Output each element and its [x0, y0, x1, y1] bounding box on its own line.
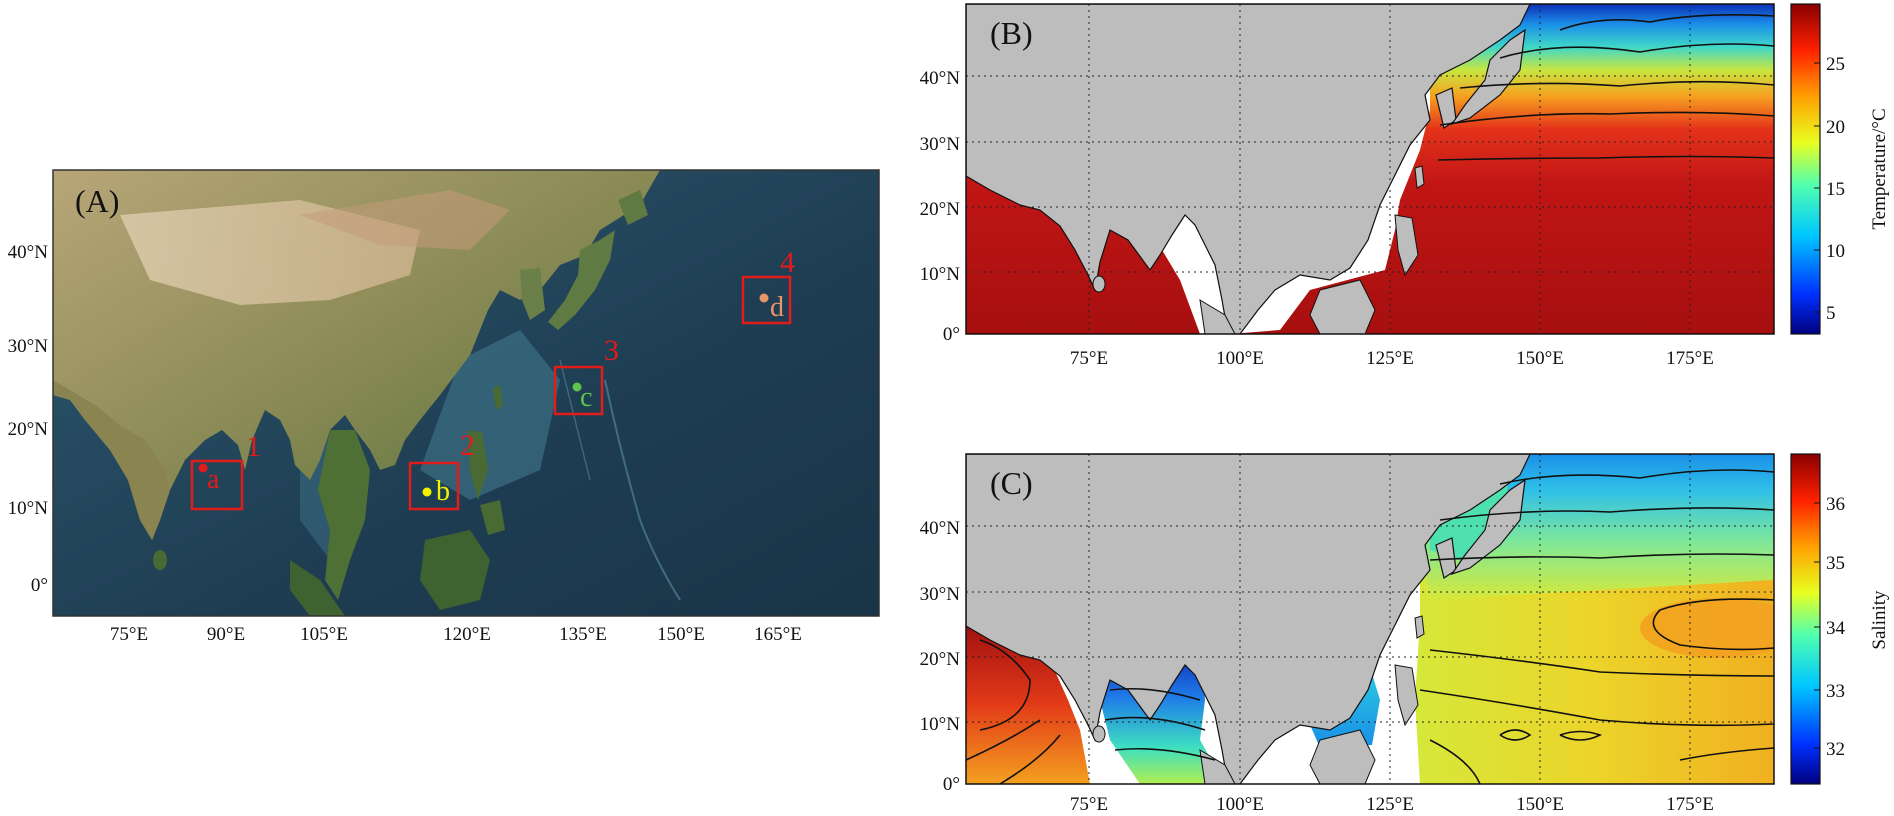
salinity-colorbar: 36 35 34 33 32 Salinity: [1790, 453, 1890, 785]
temp-cb-tick: 5: [1826, 303, 1836, 324]
panel-c-label: (C): [990, 465, 1033, 501]
temp-land-asia: [966, 4, 1531, 334]
panel-c-ytick: 40°N: [920, 518, 961, 539]
temp-contours: [1437, 14, 1774, 161]
salinity-cb-tick: 35: [1826, 553, 1845, 574]
box-number-1: 1: [246, 430, 261, 463]
panel-c-ytick: 10°N: [920, 714, 961, 735]
panel-c-xtick: 100°E: [1216, 794, 1264, 815]
panel-b-ytick: 10°N: [920, 264, 961, 285]
salinity-contours: [966, 469, 1774, 784]
panel-b-temperature-map: (B) 40°N 30°N 20°N 10°N 0° 75°E 100°E 12…: [920, 3, 1890, 369]
panel-b-xtick: 150°E: [1516, 348, 1564, 369]
temp-grid: [966, 4, 1774, 334]
salinity-cb-tick: 34: [1826, 618, 1846, 639]
panel-a-ytick: 20°N: [8, 419, 49, 440]
panel-b-frame: [965, 3, 1775, 335]
site-point-d: [759, 293, 769, 303]
salinity-cb-tick: 32: [1826, 739, 1845, 760]
panel-b-xtick: 100°E: [1216, 348, 1264, 369]
study-box-3: c 3: [553, 334, 619, 416]
panel-c-ytick: 0°: [943, 774, 960, 795]
panel-a-xtick: 135°E: [559, 624, 607, 645]
panel-a-label: (A): [75, 183, 119, 219]
panel-c-ytick: 20°N: [920, 649, 961, 670]
box-number-4: 4: [780, 246, 795, 279]
salinity-land-asia: [966, 454, 1531, 784]
site-letter-a: a: [207, 464, 220, 495]
site-point-c: [572, 382, 582, 392]
panel-a-xtick: 105°E: [300, 624, 348, 645]
panel-c-xtick: 150°E: [1516, 794, 1564, 815]
salinity-colorbar-label: Salinity: [1869, 590, 1890, 650]
panel-a-xtick: 75°E: [110, 624, 148, 645]
panel-c-xtick: 125°E: [1366, 794, 1414, 815]
temperature-colorbar: 25 20 15 10 5 Temperature/°C: [1790, 3, 1890, 335]
panel-b-ytick: 20°N: [920, 199, 961, 220]
box-number-3: 3: [604, 334, 619, 367]
site-letter-c: c: [580, 382, 592, 413]
panel-a-xtick: 150°E: [657, 624, 705, 645]
panel-a-xtick: 165°E: [754, 624, 802, 645]
panel-c-xtick: 75°E: [1070, 794, 1108, 815]
panel-a-ytick: 40°N: [8, 242, 49, 263]
panel-c-salinity-map: (C) 40°N 30°N 20°N 10°N 0° 75°E 100°E 12…: [920, 453, 1890, 815]
panel-a-xtick: 90°E: [207, 624, 245, 645]
temp-cb-tick: 10: [1826, 241, 1845, 262]
site-letter-d: d: [770, 292, 784, 323]
salinity-cb-tick: 33: [1826, 681, 1845, 702]
temp-cb-tick: 15: [1826, 179, 1845, 200]
box-number-2: 2: [460, 429, 475, 462]
panel-c-xtick: 175°E: [1666, 794, 1714, 815]
panel-c-frame: [965, 453, 1775, 785]
site-point-a: [198, 463, 208, 473]
panel-b-xtick: 75°E: [1070, 348, 1108, 369]
temp-cb-tick: 20: [1826, 117, 1845, 138]
panel-a-frame: [52, 169, 880, 617]
site-letter-b: b: [436, 476, 450, 507]
panel-b-xtick: 175°E: [1666, 348, 1714, 369]
salinity-grid: [966, 454, 1774, 784]
panel-a-ytick: 10°N: [8, 498, 49, 519]
temp-colorbar-label: Temperature/°C: [1869, 108, 1890, 229]
study-box-2: b 2: [408, 429, 475, 511]
study-box-4: d 4: [741, 246, 795, 325]
panel-a-ytick: 30°N: [8, 336, 49, 357]
panel-b-xtick: 125°E: [1366, 348, 1414, 369]
panel-b-ytick: 30°N: [920, 134, 961, 155]
site-point-b: [422, 487, 432, 497]
panel-b-ytick: 40°N: [920, 68, 961, 89]
panel-a-xtick: 120°E: [443, 624, 491, 645]
panel-b-ytick: 0°: [943, 324, 960, 345]
panel-b-label: (B): [990, 15, 1033, 51]
panel-a-ytick: 0°: [31, 575, 48, 596]
salinity-cb-tick: 36: [1826, 494, 1845, 515]
panel-a-map: (A) 40°N 30°N 20°N 10°N 0° 75°E 90°E 105…: [8, 169, 880, 645]
temp-cb-tick: 25: [1826, 54, 1845, 75]
panel-c-ytick: 30°N: [920, 584, 961, 605]
study-box-1: a 1: [190, 430, 261, 511]
